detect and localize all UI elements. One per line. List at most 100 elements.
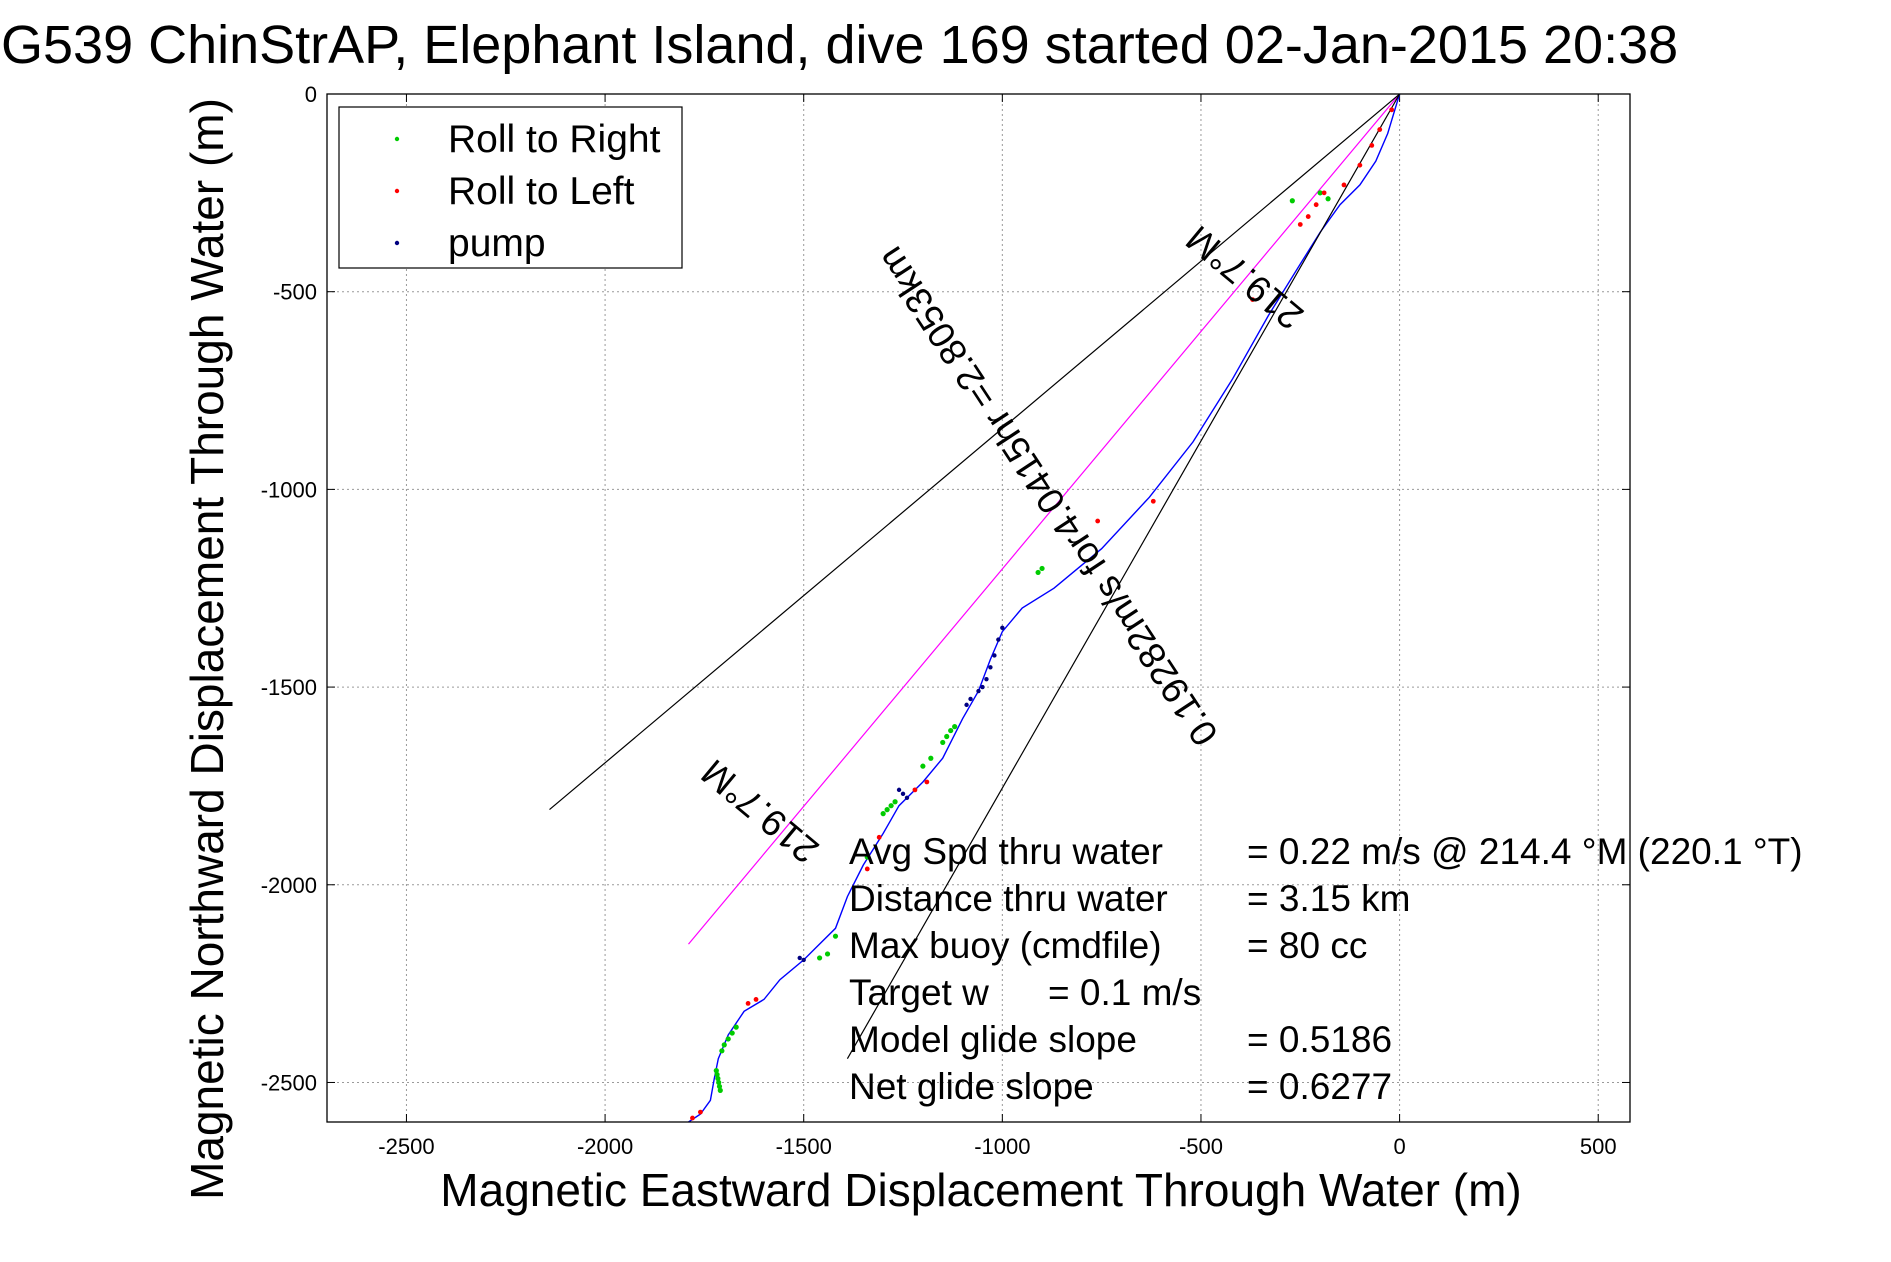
roll-left-point	[698, 1109, 703, 1115]
summary-value: = 80 cc	[1247, 925, 1367, 966]
roll-right-point	[940, 739, 946, 746]
roll-right-point	[721, 1042, 727, 1048]
roll-right-point	[729, 1030, 735, 1036]
y-tick-label: -2500	[261, 1070, 317, 1095]
pump-point	[801, 957, 806, 963]
roll-left-point	[1150, 498, 1156, 504]
summary-label: Avg Spd thru water	[849, 831, 1163, 872]
pump-point	[968, 696, 973, 702]
roll-right-point	[920, 763, 926, 769]
pump-point	[904, 795, 910, 800]
roll-left-point	[1321, 190, 1327, 196]
summary-label: Net glide slope	[849, 1066, 1094, 1107]
y-tick-label: -500	[273, 280, 317, 305]
roll-left-point	[1095, 518, 1101, 524]
roll-right-point	[1289, 198, 1295, 204]
roll-right-point	[948, 727, 954, 734]
roll-left-point	[1250, 297, 1256, 302]
roll-left-point	[1341, 182, 1347, 188]
pump-point	[964, 702, 969, 708]
x-tick-label: 500	[1580, 1134, 1617, 1159]
summary-value: = 0.6277	[1247, 1066, 1392, 1107]
y-tick-label: -2000	[261, 873, 317, 898]
y-tick-label: -1000	[261, 477, 317, 502]
x-tick-label: -1500	[776, 1134, 832, 1159]
roll-right-point	[716, 1083, 723, 1090]
pump-point	[976, 688, 981, 694]
summary-value: = 0.1 m/s	[1048, 972, 1201, 1013]
heading-line-line	[688, 93, 1401, 945]
y-tick-label: -1500	[261, 675, 317, 700]
pump-point	[988, 665, 993, 670]
roll-right-point	[880, 811, 886, 817]
roll-right-point	[719, 1048, 725, 1054]
roll-left-point	[1369, 143, 1375, 148]
roll-right-point	[733, 1024, 739, 1030]
roll-right-point	[714, 1071, 720, 1078]
roll-right-point	[1325, 196, 1331, 202]
roll-right-point	[864, 854, 870, 860]
summary-label: Model glide slope	[849, 1019, 1137, 1060]
pump-point	[984, 676, 989, 682]
summary-text: Avg Spd thru water = 0.22 m/s @ 214.4 °M …	[849, 831, 1803, 1107]
x-axis-label: Magnetic Eastward Displacement Through W…	[440, 1164, 1521, 1216]
roll-left-point	[924, 779, 930, 785]
roll-left-point	[1377, 127, 1383, 132]
pump-point	[996, 637, 1001, 642]
roll-right-point	[1039, 565, 1045, 572]
roll-left-point	[745, 1000, 751, 1006]
roll-right-point	[1317, 190, 1323, 196]
roll-left-point	[1357, 162, 1363, 168]
roll-left-point	[1313, 202, 1319, 208]
envelope-line	[846, 93, 1401, 1059]
roll-right-point	[944, 733, 950, 740]
pump-point	[797, 955, 802, 961]
x-tick-label: -500	[1179, 1134, 1223, 1159]
plot-frame	[326, 93, 1631, 1123]
roll-right-point	[884, 807, 890, 813]
summary-label: Target w	[849, 972, 989, 1013]
roll-right-point	[716, 1079, 722, 1086]
roll-right-point	[892, 799, 898, 805]
y-tick-label: 0	[305, 82, 317, 107]
x-tick-label: -2500	[378, 1134, 434, 1159]
grid	[327, 93, 1630, 1122]
roll-right-point	[928, 755, 934, 761]
roll-right-point	[715, 1075, 721, 1082]
roll-left-point	[1297, 222, 1303, 227]
roll-left-point	[1305, 214, 1311, 219]
axis-ticks: -2500 -2000 -1500 -1000 -500 0 500 0 -500 -1000 -1…	[261, 82, 1630, 1159]
pump-point	[980, 684, 985, 690]
roll-right-point	[832, 933, 839, 939]
pump-point	[896, 787, 902, 793]
roll-left-point	[690, 1115, 695, 1121]
plot-markers	[690, 107, 1395, 1121]
roll-right-point	[1035, 569, 1041, 576]
summary-value: = 0.5186	[1247, 1019, 1392, 1060]
summary-label: Distance thru water	[849, 878, 1168, 919]
legend-label: Roll to Left	[448, 170, 635, 213]
pump-point	[900, 791, 906, 797]
legend: Roll to Right Roll to Left pump	[338, 106, 683, 269]
x-tick-label: -2000	[577, 1134, 633, 1159]
legend-label: pump	[448, 222, 546, 265]
chart-title: G539 ChinStrAP, Elephant Island, dive 16…	[1, 15, 1678, 75]
pump-point	[1000, 625, 1005, 630]
track-line	[688, 93, 1401, 1123]
legend-label: Roll to Right	[448, 118, 661, 161]
plot-lines	[549, 93, 1401, 1123]
roll-left-point	[912, 787, 918, 793]
roll-right-point	[888, 803, 894, 809]
roll-right-point	[952, 724, 958, 730]
y-axis-label: Magnetic Northward Displacement Through …	[181, 98, 233, 1200]
roll-right-point	[725, 1036, 731, 1042]
roll-right-point	[717, 1087, 723, 1093]
roll-left-point	[864, 866, 870, 872]
roll-right-point	[824, 951, 831, 957]
roll-left-point	[753, 997, 759, 1002]
envelope-line	[549, 93, 1400, 811]
summary-label: Max buoy (cmdfile)	[849, 925, 1162, 966]
roll-left-point	[876, 834, 882, 840]
pump-point	[992, 653, 997, 658]
